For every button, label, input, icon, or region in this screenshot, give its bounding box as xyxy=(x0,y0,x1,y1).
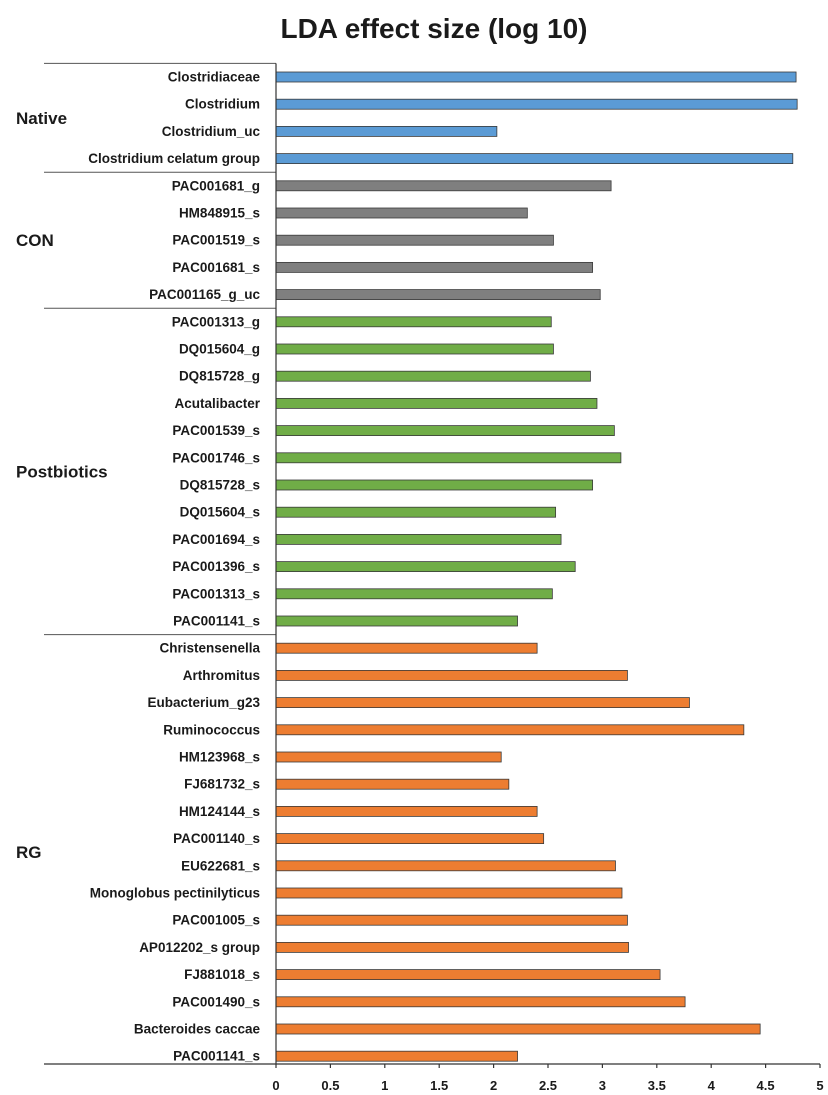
category-label: PAC001694_s xyxy=(172,532,260,547)
bar xyxy=(275,71,797,83)
group-separators xyxy=(44,62,276,636)
category-label: PAC001681_g xyxy=(172,178,260,193)
category-label: AP012202_s group xyxy=(139,940,260,955)
category-label: PAC001140_s xyxy=(173,831,260,846)
category-label: PAC001141_s xyxy=(173,614,260,629)
category-label: PAC001313_s xyxy=(172,586,260,601)
bar xyxy=(275,914,628,926)
bar xyxy=(275,425,615,437)
bar xyxy=(275,397,598,409)
category-label: FJ681732_s xyxy=(184,777,260,792)
category-label: Acutalibacter xyxy=(174,396,260,411)
x-tick-label: 3 xyxy=(599,1078,606,1093)
category-label: Clostridium xyxy=(185,97,260,112)
bar xyxy=(275,234,554,246)
bar xyxy=(275,207,528,219)
category-label: HM123968_s xyxy=(179,750,260,765)
bar xyxy=(275,778,510,790)
bar xyxy=(275,969,661,980)
x-tick-label: 1 xyxy=(381,1078,388,1093)
group-label: Native xyxy=(16,109,67,128)
x-tick-label: 3.5 xyxy=(648,1078,666,1093)
category-label: Ruminococcus xyxy=(163,722,260,737)
category-label: Clostridium_uc xyxy=(162,124,261,139)
bar xyxy=(275,98,798,110)
category-label: PAC001313_g xyxy=(172,314,260,329)
category-label: PAC001141_s xyxy=(173,1049,260,1064)
bar xyxy=(275,316,552,328)
category-label: DQ015604_g xyxy=(179,342,260,357)
category-label: HM124144_s xyxy=(179,804,260,819)
bar xyxy=(275,452,622,464)
category-label: EU622681_s xyxy=(181,858,260,873)
category-label: Monoglobus pectinilyticus xyxy=(90,886,260,901)
bar xyxy=(275,1050,518,1062)
x-tick-label: 4.5 xyxy=(757,1078,775,1093)
category-label: PAC001490_s xyxy=(172,994,260,1009)
x-tick-label: 2 xyxy=(490,1078,497,1093)
bar xyxy=(275,370,591,382)
category-label: DQ815728_s xyxy=(180,478,260,493)
bar xyxy=(275,506,557,518)
category-label: PAC001681_s xyxy=(172,260,260,275)
x-tick-label: 0 xyxy=(272,1078,279,1093)
bar xyxy=(275,289,601,301)
category-label: PAC001746_s xyxy=(172,450,260,465)
bar xyxy=(275,833,545,844)
group-label: Postbiotics xyxy=(16,462,108,481)
bar xyxy=(275,153,794,165)
category-label: Clostridiaceae xyxy=(168,70,261,85)
x-tick-label: 0.5 xyxy=(321,1078,339,1093)
bar xyxy=(275,561,576,572)
bar xyxy=(275,942,629,953)
bars xyxy=(275,71,798,1062)
bar xyxy=(275,751,502,763)
bar xyxy=(275,724,745,736)
bar xyxy=(275,670,628,681)
chart-title: LDA effect size (log 10) xyxy=(280,13,587,44)
bar xyxy=(275,615,518,627)
x-tick-label: 4 xyxy=(708,1078,716,1093)
category-label: FJ881018_s xyxy=(184,967,260,982)
bar xyxy=(275,996,686,1008)
category-label: PAC001519_s xyxy=(172,233,260,248)
category-label: DQ815728_g xyxy=(179,369,260,384)
group-labels: Native CON Postbiotics RG xyxy=(16,109,108,862)
bar xyxy=(275,588,553,600)
bar xyxy=(275,126,498,137)
x-tick-label: 5 xyxy=(816,1078,823,1093)
category-label: Bacteroides caccae xyxy=(134,1022,261,1037)
bar xyxy=(275,697,690,708)
bar xyxy=(275,887,623,899)
category-label: Eubacterium_g23 xyxy=(147,695,260,710)
bar xyxy=(275,261,594,273)
bar xyxy=(275,180,612,192)
category-label: HM848915_s xyxy=(179,206,260,221)
bar xyxy=(275,806,538,817)
category-label: PAC001539_s xyxy=(172,423,260,438)
bar xyxy=(275,343,554,355)
bar xyxy=(275,534,562,545)
category-labels: Clostridiaceae Clostridium Clostridium_uc C… xyxy=(88,70,261,1064)
category-label: Christensenella xyxy=(159,641,260,656)
category-label: PAC001165_g_uc xyxy=(149,287,260,302)
category-label: PAC001396_s xyxy=(172,559,260,574)
category-label: DQ015604_s xyxy=(180,505,260,520)
x-tick-label: 2.5 xyxy=(539,1078,557,1093)
bar xyxy=(275,860,616,872)
x-tick-label: 1.5 xyxy=(430,1078,448,1093)
bar xyxy=(275,642,538,654)
category-label: Clostridium celatum group xyxy=(88,151,260,166)
category-label: PAC001005_s xyxy=(172,913,260,928)
category-label: Arthromitus xyxy=(183,668,260,683)
group-label: CON xyxy=(16,231,54,250)
bar xyxy=(275,1023,761,1035)
x-axis: 0 0.5 1 1.5 2 2.5 3 3.5 4 4.5 5 xyxy=(44,63,824,1093)
bar xyxy=(275,479,594,491)
group-label: RG xyxy=(16,843,42,862)
